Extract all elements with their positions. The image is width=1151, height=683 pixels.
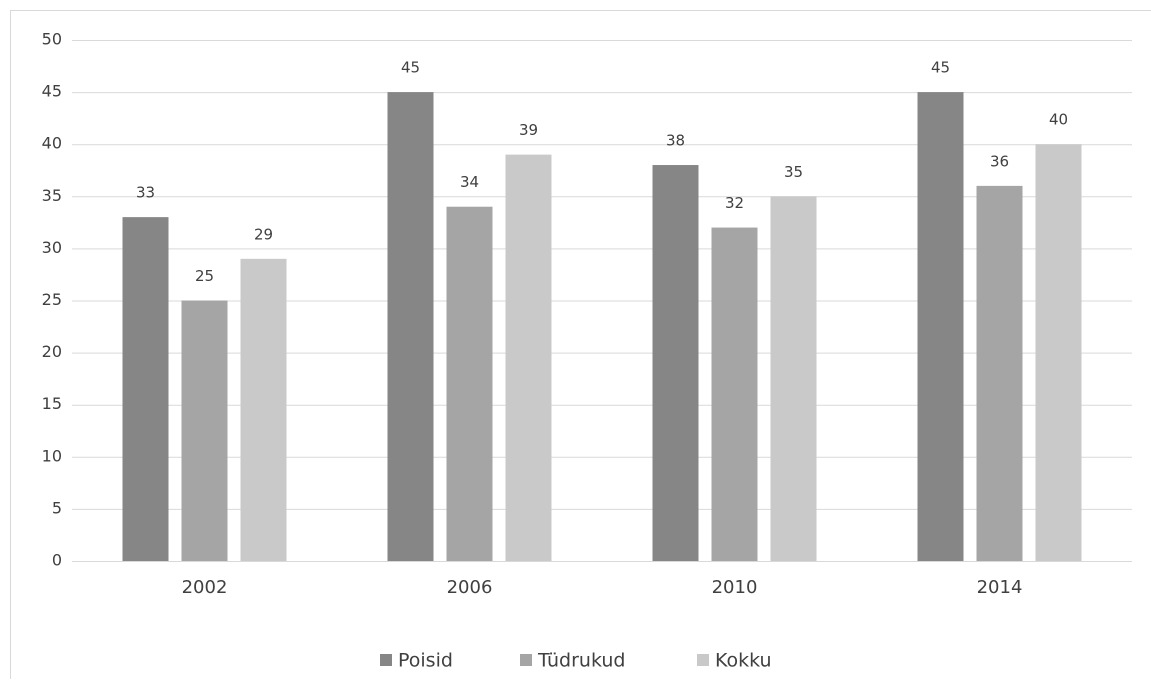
data-label: 35	[784, 163, 803, 181]
bar	[771, 196, 817, 561]
bar	[123, 217, 169, 561]
legend-swatch	[520, 654, 532, 666]
y-tick-label: 0	[52, 551, 62, 570]
bar	[977, 186, 1023, 561]
x-tick-label: 2010	[712, 577, 758, 598]
bar	[918, 92, 964, 561]
legend-label: Poisid	[398, 650, 453, 672]
data-label: 45	[931, 59, 950, 77]
y-tick-label: 45	[42, 82, 62, 101]
data-label: 39	[519, 121, 538, 139]
legend-swatch	[380, 654, 392, 666]
bar	[447, 207, 493, 561]
data-label: 45	[401, 59, 420, 77]
y-tick-label: 15	[42, 394, 62, 413]
x-tick-label: 2014	[977, 577, 1023, 598]
y-tick-label: 5	[52, 498, 62, 517]
y-tick-label: 40	[42, 134, 62, 153]
y-tick-label: 10	[42, 446, 62, 465]
bar	[506, 155, 552, 561]
y-tick-label: 20	[42, 342, 62, 361]
x-tick-label: 2002	[182, 577, 228, 598]
x-tick-label: 2006	[447, 577, 493, 598]
data-label: 32	[725, 194, 744, 212]
data-label: 36	[990, 152, 1009, 170]
bar	[182, 301, 228, 562]
bar	[653, 165, 699, 561]
y-tick-label: 35	[42, 186, 62, 205]
data-label: 29	[254, 225, 273, 243]
legend-label: Kokku	[715, 650, 772, 672]
bar	[241, 259, 287, 561]
data-label: 33	[136, 184, 155, 202]
bar	[712, 228, 758, 561]
y-tick-label: 25	[42, 290, 62, 309]
data-label: 38	[666, 132, 685, 150]
data-label: 40	[1049, 111, 1068, 129]
legend-swatch	[697, 654, 709, 666]
y-tick-label: 30	[42, 238, 62, 257]
data-label: 34	[460, 173, 479, 191]
bar	[388, 92, 434, 561]
bar	[1036, 144, 1082, 561]
legend-label: Tüdrukud	[537, 650, 625, 672]
data-label: 25	[195, 267, 214, 285]
y-tick-label: 50	[42, 30, 62, 49]
